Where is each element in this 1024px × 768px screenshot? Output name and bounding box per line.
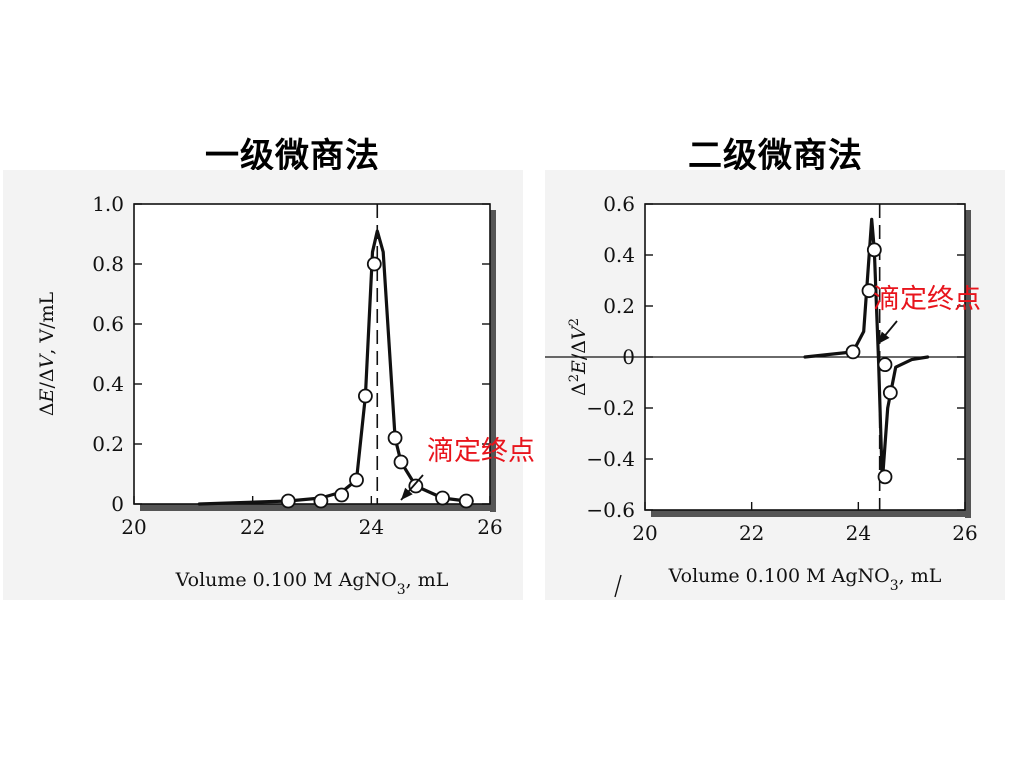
frame-shadow-bottom — [651, 510, 971, 517]
x-tick-label: 24 — [846, 521, 871, 545]
y-tick-label: 0 — [111, 492, 124, 516]
data-point — [877, 469, 893, 485]
x-tick-label: 20 — [121, 515, 146, 539]
endpoint-arrowhead — [878, 331, 890, 344]
y-tick-label: 0.2 — [603, 294, 635, 318]
data-point — [866, 242, 882, 258]
data-point — [280, 493, 296, 509]
x-tick-label: 22 — [739, 521, 764, 545]
data-point — [845, 344, 861, 360]
x-axis-title: Volume 0.100 M AgNO3, mL — [668, 565, 942, 594]
data-point — [882, 385, 898, 401]
data-point — [313, 493, 329, 509]
endpoint-annotation: 滴定终点 — [427, 436, 535, 467]
y-tick-label: 0.6 — [92, 312, 124, 336]
y-tick-label: 0.6 — [603, 192, 635, 216]
y-tick-label: 0.4 — [603, 243, 635, 267]
y-tick-label: 1.0 — [92, 192, 124, 216]
y-tick-label: −0.4 — [586, 447, 635, 471]
y-tick-label: 0.8 — [92, 252, 124, 276]
y-tick-label: 0.4 — [92, 372, 124, 396]
data-point — [357, 388, 373, 404]
data-point — [334, 487, 350, 503]
x-tick-label: 20 — [632, 521, 657, 545]
first-derivative-chart: 0 0.2 0.4 0.6 0.8 1.0 20 22 24 26 Volume 0.100 M A… — [36, 192, 535, 598]
y-axis-title: Δ2E/ΔV2 — [567, 318, 591, 396]
y-tick-label: −0.2 — [586, 396, 635, 420]
frame-shadow-right — [965, 210, 971, 518]
frame-shadow-right — [490, 210, 496, 512]
x-tick-label: 24 — [359, 515, 384, 539]
data-point — [366, 256, 382, 272]
data-point — [349, 472, 364, 488]
x-tick-label: 26 — [477, 515, 502, 539]
data-point — [458, 493, 474, 509]
data-point — [393, 454, 409, 470]
endpoint-annotation: 滴定终点 — [873, 284, 981, 315]
data-point — [408, 478, 424, 494]
x-tick-label: 26 — [952, 521, 977, 545]
data-point — [435, 490, 450, 506]
y-axis-title: ΔE/ΔV, V/mL — [36, 291, 58, 416]
titration-curve — [197, 229, 474, 506]
first-derivative-heading: 一级微商法 — [205, 136, 380, 176]
scan-mark — [614, 574, 622, 598]
second-derivative-heading: 二级微商法 — [688, 136, 863, 176]
y-tick-label: −0.6 — [586, 498, 635, 522]
data-point — [387, 430, 403, 446]
data-point — [877, 357, 893, 373]
data-point — [861, 283, 877, 299]
endpoint-arrowhead — [401, 487, 413, 500]
y-tick-label: 0.2 — [92, 432, 124, 456]
x-tick-label: 22 — [240, 515, 265, 539]
x-axis-title: Volume 0.100 M AgNO3, mL — [175, 569, 449, 598]
plot-frame — [133, 203, 491, 505]
